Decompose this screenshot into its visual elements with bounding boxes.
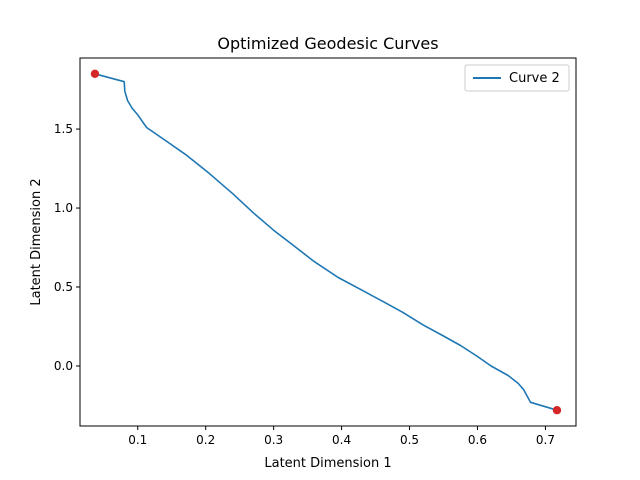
tick-group: 0.1 0.2 0.3 0.4 0.5 0.6 0.7 0.0 0.5 1.0 1.5 [54,122,555,447]
y-tick-label: 1.5 [54,122,73,136]
legend-box [464,64,570,92]
x-tick-label: 0.4 [332,433,351,447]
chart-title: Optimized Geodesic Curves [217,34,438,53]
y-tick-label: 0.5 [54,280,73,294]
start-point-marker [90,69,100,78]
legend-label: Curve 2 [509,71,560,86]
y-axis-label: Latent Dimension 2 [29,178,44,305]
y-tick-label: 0.0 [54,359,73,373]
end-point-marker [552,406,562,415]
x-tick-label: 0.3 [264,433,283,447]
y-tick-label: 1.0 [54,201,73,215]
x-tick-label: 0.5 [400,433,419,447]
x-tick-label: 0.6 [468,433,487,447]
plot-area [90,69,562,415]
x-tick-label: 0.2 [196,433,215,447]
x-tick-label: 0.1 [128,433,147,447]
series-line-curve-2 [94,73,558,411]
legend: Curve 2 [464,64,570,92]
axes-frame [79,57,577,427]
x-axis-label: Latent Dimension 1 [264,456,391,471]
x-tick-label: 0.7 [536,433,555,447]
